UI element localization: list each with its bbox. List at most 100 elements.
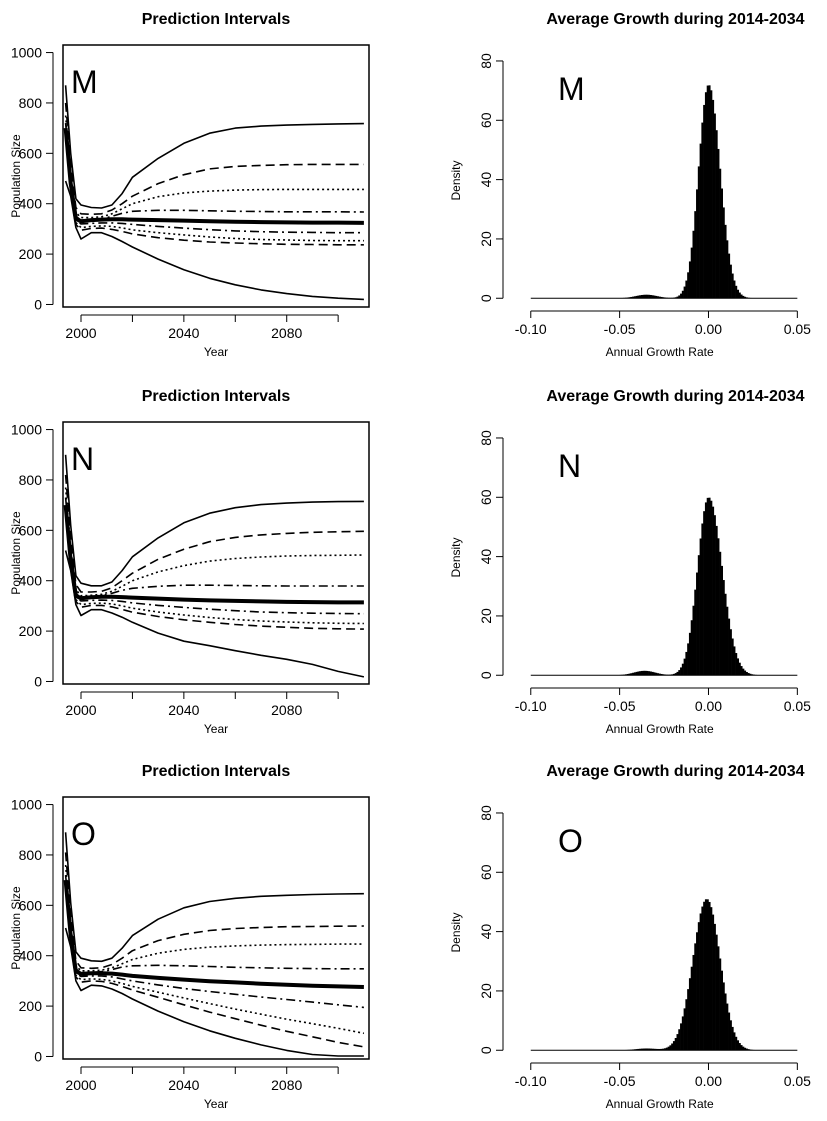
histogram-bar [632, 673, 634, 675]
histogram-bar [703, 105, 705, 298]
histogram-bar [708, 902, 710, 1050]
histogram-bar [673, 298, 675, 299]
histogram-bar [712, 100, 714, 298]
histogram-bar [742, 296, 744, 298]
histogram-bar [751, 674, 753, 675]
histogram-bar [675, 1038, 677, 1050]
histogram-bar [744, 297, 746, 298]
histogram-bar [748, 673, 750, 675]
histogram-bar [692, 231, 694, 298]
histogram-bar [710, 90, 712, 298]
histogram-bar [710, 907, 712, 1050]
histogram-bar [643, 295, 645, 298]
x-tick-label: -0.05 [604, 698, 636, 714]
chart-title: Average Growth during 2014-2034 [546, 388, 804, 405]
histogram-bar [621, 675, 623, 676]
histogram-bar [721, 189, 723, 299]
histogram-bar [705, 92, 707, 298]
x-axis-label: Annual Growth Rate [606, 345, 714, 359]
series-line-1 [66, 85, 364, 208]
histogram-bar [746, 297, 748, 298]
histogram-bar [694, 943, 696, 1050]
histogram-bar [716, 526, 718, 675]
histogram-bar [685, 281, 687, 299]
series-line-8 [66, 136, 364, 245]
x-tick-label: 2000 [65, 702, 96, 718]
line-panel-N: Prediction Intervals02004006008001000200… [9, 388, 369, 736]
y-tick-label: 20 [478, 983, 494, 999]
histogram-bar [735, 286, 737, 298]
histogram-bar [625, 298, 627, 299]
histogram-bar [668, 675, 670, 676]
x-tick-label: 0.05 [784, 1073, 811, 1089]
histogram-bar [701, 907, 703, 1051]
series-line-5 [66, 880, 364, 987]
histogram-bar [710, 501, 712, 676]
histogram-bar [684, 287, 686, 299]
histogram-bar [744, 1048, 746, 1050]
series-line-3 [66, 865, 364, 971]
histogram-bar [698, 555, 700, 675]
histogram-bar [724, 993, 726, 1050]
y-tick-label: 60 [478, 864, 494, 880]
histogram-bar [643, 1049, 645, 1051]
panel-letter: N [71, 441, 94, 477]
histogram-bar [641, 295, 643, 298]
chart-title: Prediction Intervals [142, 763, 291, 780]
histogram-bar [678, 670, 680, 675]
x-axis-label: Year [204, 722, 228, 736]
histogram-bar [671, 674, 673, 675]
histogram-bar [739, 663, 741, 676]
histogram-bar [723, 580, 725, 675]
histogram-bar [653, 672, 655, 675]
histogram-bar [689, 633, 691, 675]
histogram-bar [639, 671, 641, 675]
histogram-bar [717, 946, 719, 1050]
histogram-bar [707, 498, 709, 675]
histogram-bar [700, 913, 702, 1050]
y-axis-label: Density [449, 912, 463, 952]
y-tick-label: 0 [34, 673, 42, 689]
panel-letter: M [71, 64, 98, 100]
histogram-bar [708, 85, 710, 298]
x-tick-label: -0.10 [515, 1073, 547, 1089]
histogram-bar [717, 149, 719, 298]
histogram-bar [648, 295, 650, 298]
histogram-bar [629, 674, 631, 676]
histogram-bar [726, 1004, 728, 1051]
histogram-bar [636, 296, 638, 298]
x-tick-label: 2080 [271, 702, 302, 718]
x-tick-label: 2000 [65, 325, 96, 341]
histogram-bar [719, 552, 721, 675]
histogram-bar [714, 515, 716, 675]
histogram-bar [669, 675, 671, 676]
histogram-bar [749, 674, 751, 675]
histogram-bar [639, 295, 641, 298]
histogram-bar [682, 1016, 684, 1050]
y-tick-label: 1000 [11, 797, 42, 813]
histogram-bar [648, 1049, 650, 1051]
histogram-bar [705, 502, 707, 675]
y-tick-label: 1000 [11, 422, 42, 438]
histogram-bar [723, 207, 725, 298]
histogram-bar [716, 935, 718, 1051]
x-tick-label: -0.05 [604, 1073, 636, 1089]
histogram-bar [719, 959, 721, 1051]
histogram-bar [749, 1050, 751, 1051]
histogram-bar [662, 297, 664, 298]
x-tick-label: 2000 [65, 1077, 96, 1093]
histogram-bar [728, 1013, 730, 1051]
histogram-bar [669, 1045, 671, 1050]
y-tick-label: 800 [19, 847, 43, 863]
histogram-bar [714, 114, 716, 299]
histogram-bar [666, 298, 668, 299]
histogram-bar [737, 1040, 739, 1050]
histogram-bar [700, 144, 702, 299]
histogram-bar [748, 298, 750, 299]
histogram-bar [684, 659, 686, 676]
panel-letter: N [558, 448, 581, 484]
histogram-bar [652, 672, 654, 675]
histogram-bar [724, 225, 726, 298]
